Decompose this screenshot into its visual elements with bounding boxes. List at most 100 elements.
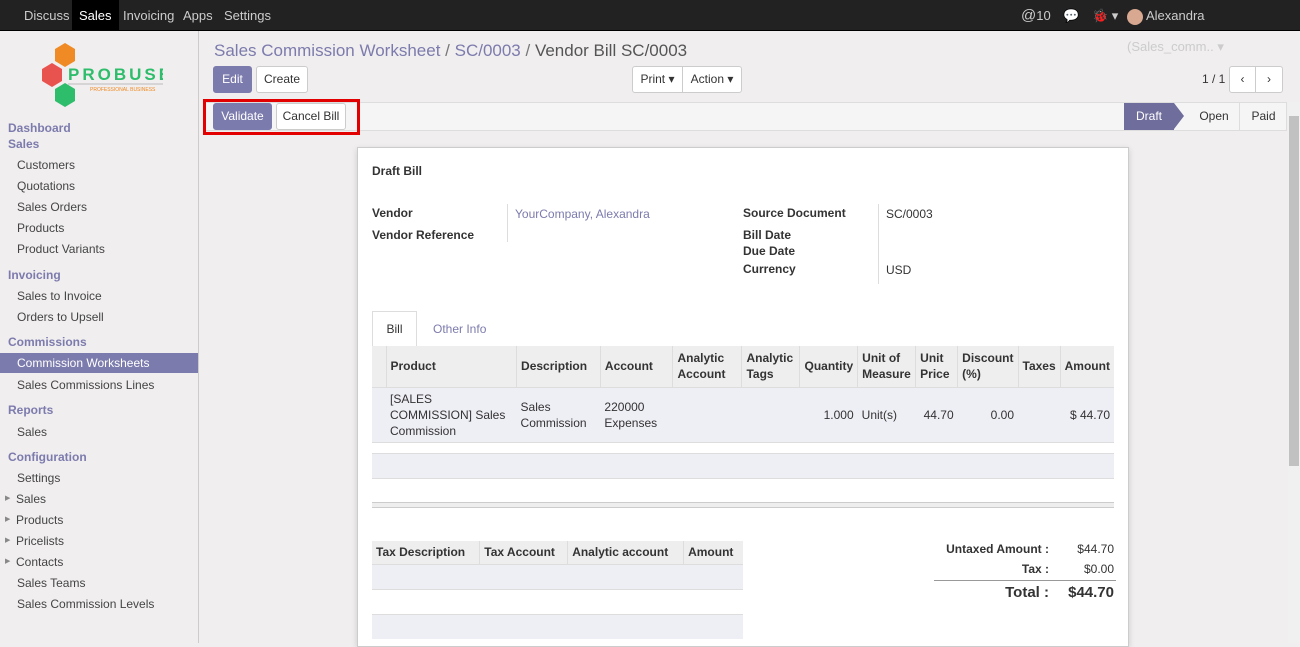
cell-account: 220000 Expenses xyxy=(604,399,658,430)
cell-unit-price: 44.70 xyxy=(923,407,954,422)
sidebar-item-product-variants[interactable]: Product Variants xyxy=(17,242,105,256)
form-sheet: Draft Bill Vendor YourCompany, Alexandra… xyxy=(357,147,1129,647)
sidebar-item-products[interactable]: Products xyxy=(17,221,65,235)
divider xyxy=(507,204,508,242)
source-document-label: Source Document xyxy=(743,206,846,220)
col-analytic-account[interactable]: Analytic account xyxy=(567,541,684,564)
col-account[interactable]: Account xyxy=(599,346,673,387)
sidebar-item-sales-commissions-lines[interactable]: Sales Commissions Lines xyxy=(17,378,155,392)
menu-discuss[interactable]: Discuss xyxy=(24,8,70,23)
cell-product: [SALES COMMISSION] Sales Commission xyxy=(390,391,506,438)
col-discount[interactable]: Discount (%) xyxy=(957,346,1018,387)
status-draft: Draft xyxy=(1124,103,1174,130)
caret-right-icon: ▶ xyxy=(5,537,11,544)
col-quantity[interactable]: Quantity xyxy=(799,346,858,387)
currency-label: Currency xyxy=(743,262,796,276)
sidebar-item-pricelists[interactable]: ▶ Pricelists xyxy=(5,531,64,551)
sidebar-item-sales-to-invoice[interactable]: Sales to Invoice xyxy=(17,289,102,303)
cell-taxes xyxy=(1018,387,1060,442)
sidebar-dashboard[interactable]: Dashboard xyxy=(8,121,71,135)
sidebar-section-reports: Reports xyxy=(8,403,54,417)
breadcrumb: Sales Commission Worksheet / SC/0003 / V… xyxy=(214,41,688,60)
sidebar-item-quotations[interactable]: Quotations xyxy=(17,179,76,193)
cancel-bill-button[interactable]: Cancel Bill xyxy=(276,103,346,130)
tax-table: Tax Description Tax Account Analytic acc… xyxy=(372,541,743,639)
chat-icon[interactable]: 💬 xyxy=(1063,8,1080,23)
create-button[interactable]: Create xyxy=(256,66,308,93)
sidebar-item-commission-worksheets[interactable]: Commission Worksheets xyxy=(0,353,198,373)
vendor-reference-label: Vendor Reference xyxy=(372,228,475,242)
sidebar-item-config-sales[interactable]: ▶ Sales xyxy=(5,489,46,509)
col-product[interactable]: Product xyxy=(385,346,517,387)
action-dropdown[interactable]: Action ▾ xyxy=(682,66,742,93)
bill-date-label: Bill Date xyxy=(743,228,792,242)
col-taxes[interactable]: Taxes xyxy=(1017,346,1061,387)
empty-row xyxy=(372,614,743,639)
pager-previous-icon[interactable]: ‹ xyxy=(1229,66,1256,93)
vendor-label: Vendor xyxy=(372,206,413,220)
cell-uom: Unit(s) xyxy=(861,407,897,422)
col-analytic-account[interactable]: Analytic Account xyxy=(672,346,742,387)
svg-text:PROBUSE: PROBUSE xyxy=(68,65,163,84)
caret-right-icon: ▶ xyxy=(5,516,11,523)
sidebar-item-config-products[interactable]: ▶ Products xyxy=(5,510,63,530)
col-tax-amount[interactable]: Amount xyxy=(683,541,743,564)
tab-other-info[interactable]: Other Info xyxy=(433,322,487,336)
tab-bill[interactable]: Bill xyxy=(372,311,417,347)
menu-invoicing[interactable]: Invoicing xyxy=(123,8,175,23)
col-tax-account[interactable]: Tax Account xyxy=(479,541,568,564)
sidebar-item-customers[interactable]: Customers xyxy=(17,158,76,172)
sidebar-item-settings[interactable]: Settings xyxy=(17,471,61,485)
col-unit-price[interactable]: Unit Price xyxy=(915,346,958,387)
sidebar-item-sales-teams[interactable]: Sales Teams xyxy=(17,576,86,590)
handle-col xyxy=(372,346,386,387)
sidebar-section-sales: Sales xyxy=(8,137,40,151)
col-uom[interactable]: Unit of Measure xyxy=(857,346,916,387)
status-paid[interactable]: Paid xyxy=(1239,103,1287,130)
debug-bug-icon[interactable]: 🐞 ▾ xyxy=(1092,8,1119,23)
at-icon: @ xyxy=(1021,7,1037,24)
scrollbar-thumb[interactable] xyxy=(1289,116,1299,466)
sidebar-item-sales-orders[interactable]: Sales Orders xyxy=(17,200,88,214)
empty-row xyxy=(372,453,1114,479)
empty-row xyxy=(372,564,743,589)
col-description[interactable]: Description xyxy=(516,346,601,387)
table-footer xyxy=(372,502,1114,508)
col-tax-description[interactable]: Tax Description xyxy=(372,541,480,564)
total-value: $44.70 xyxy=(1068,584,1114,601)
breadcrumb-worksheet[interactable]: Sales Commission Worksheet xyxy=(214,41,441,60)
cell-analytic-tags xyxy=(742,387,800,442)
menu-apps[interactable]: Apps xyxy=(183,8,213,23)
menu-sales[interactable]: Sales xyxy=(72,0,119,31)
svg-text:PROFESSIONAL BUSINESS: PROFESSIONAL BUSINESS xyxy=(90,87,156,93)
scrollbar[interactable] xyxy=(1288,102,1300,643)
divider xyxy=(934,580,1116,581)
cell-amount: $ 44.70 xyxy=(1069,407,1110,422)
sidebar-item-orders-to-upsell[interactable]: Orders to Upsell xyxy=(17,310,104,324)
col-analytic-tags[interactable]: Analytic Tags xyxy=(741,346,800,387)
sidebar-item-reports-sales[interactable]: Sales xyxy=(17,425,48,439)
probuse-logo: PROBUSE PROFESSIONAL BUSINESS xyxy=(38,43,170,108)
sidebar-item-contacts[interactable]: ▶ Contacts xyxy=(5,552,63,572)
invoice-lines-table: Product Description Account Analytic Acc… xyxy=(372,346,1114,443)
due-date-label: Due Date xyxy=(743,244,796,258)
menu-settings[interactable]: Settings xyxy=(224,8,271,23)
user-menu[interactable]: Alexandra (Sales_comm.. ▾ xyxy=(1127,8,1224,54)
sidebar-item-commission-levels[interactable]: Sales Commission Levels xyxy=(17,597,155,611)
col-amount[interactable]: Amount xyxy=(1059,346,1114,387)
validate-button[interactable]: Validate xyxy=(213,103,272,130)
untaxed-amount-label: Untaxed Amount : xyxy=(946,542,1049,556)
table-row[interactable]: [SALES COMMISSION] Sales Commission Sale… xyxy=(372,387,1114,442)
form-title: Draft Bill xyxy=(372,164,423,178)
pager-next-icon[interactable]: › xyxy=(1255,66,1283,93)
caret-right-icon: ▶ xyxy=(5,558,11,565)
edit-button[interactable]: Edit xyxy=(213,66,252,93)
sidebar: PROBUSE PROFESSIONAL BUSINESS Dashboard … xyxy=(0,31,199,643)
breadcrumb-sc[interactable]: SC/0003 xyxy=(454,41,521,60)
mentions-button[interactable]: @10 xyxy=(1021,7,1051,24)
tax-value: $0.00 xyxy=(1083,562,1114,576)
vendor-link[interactable]: YourCompany, Alexandra xyxy=(515,207,650,221)
sidebar-section-commissions: Commissions xyxy=(8,335,87,349)
print-dropdown[interactable]: Print ▾ xyxy=(632,66,683,93)
status-open[interactable]: Open xyxy=(1199,109,1229,123)
